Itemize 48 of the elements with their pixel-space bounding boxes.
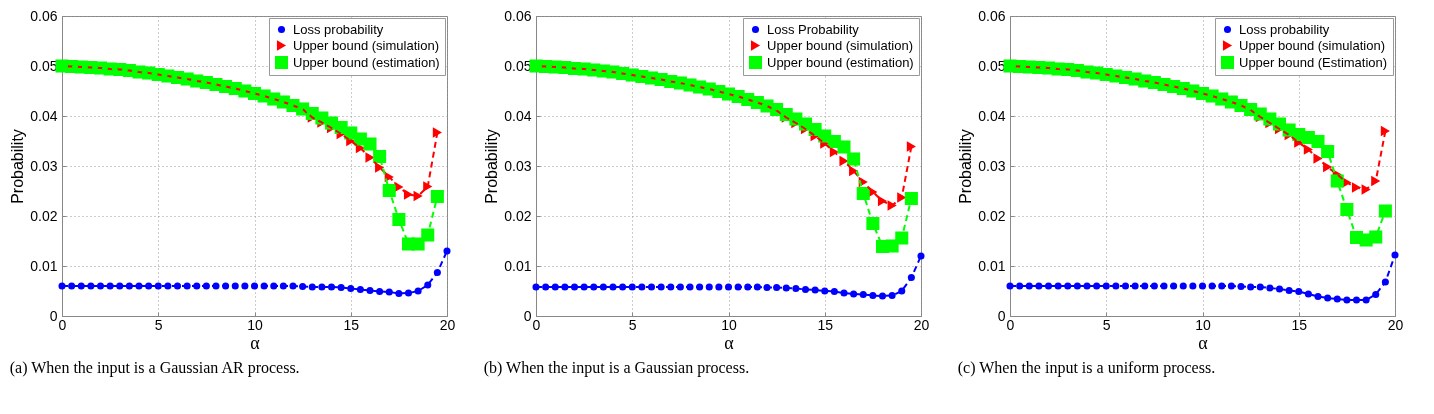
legend-label: Loss Probability <box>767 21 860 37</box>
legend-label: Loss probability <box>1239 21 1330 37</box>
y-axis-title: Probability <box>483 129 501 204</box>
legend-label: Upper bound (Estimation) <box>1239 54 1388 70</box>
x-tick-label: 15 <box>817 316 834 333</box>
legend-label: Upper bound (simulation) <box>1239 37 1385 53</box>
y-axis-title: Probability <box>9 129 27 204</box>
y-tick-label: 0.01 <box>978 257 1006 274</box>
x-axis-title: α <box>1198 332 1209 353</box>
x-axis-title: α <box>724 332 735 353</box>
legend-label: Upper bound (estimation) <box>293 54 440 70</box>
y-axis-title: Probability <box>957 129 975 204</box>
y-tick-label: 0.05 <box>30 57 58 74</box>
x-tick-label: 5 <box>154 316 163 333</box>
y-tick-label: 0.05 <box>978 57 1006 74</box>
y-tick-label: 0.01 <box>504 257 532 274</box>
text: (a) When the input is a Gaussian AR process. <box>9 359 300 377</box>
x-tick-label: 20 <box>1387 316 1404 333</box>
y-tick-label: 0.06 <box>30 7 58 24</box>
x-tick-label: 10 <box>247 316 263 333</box>
y-tick-label: 0.02 <box>978 207 1006 224</box>
x-tick-label: 5 <box>1102 316 1111 333</box>
y-tick-label: 0.04 <box>504 107 532 124</box>
y-tick-label: 0.03 <box>30 157 58 174</box>
x-tick-label: 20 <box>913 316 930 333</box>
legend-label: Upper bound (simulation) <box>767 37 913 53</box>
y-tick-label: 0.06 <box>504 7 532 24</box>
legend-label: Upper bound (estimation) <box>767 54 914 70</box>
x-tick-label: 5 <box>628 316 637 333</box>
x-tick-label: 10 <box>1195 316 1211 333</box>
y-tick-label: 0.04 <box>30 107 58 124</box>
y-tick-label: 0.03 <box>504 157 532 174</box>
x-tick-label: 15 <box>1291 316 1308 333</box>
y-tick-label: 0.04 <box>978 107 1006 124</box>
x-tick-label: 10 <box>721 316 737 333</box>
y-tick-label: 0.05 <box>504 57 532 74</box>
legend-label: Loss probability <box>293 21 384 37</box>
text: (c) When the input is a uniform process. <box>957 359 1216 377</box>
y-tick-label: 0.06 <box>978 7 1006 24</box>
y-tick-label: 0.01 <box>30 257 58 274</box>
x-axis-title: α <box>250 332 261 353</box>
x-tick-label: 20 <box>439 316 456 333</box>
y-tick-label: 0.02 <box>30 207 58 224</box>
text: (b) When the input is a Gaussian process. <box>483 359 750 377</box>
legend-label: Upper bound (simulation) <box>293 37 439 53</box>
x-tick-label: 15 <box>343 316 360 333</box>
y-tick-label: 0.03 <box>978 157 1006 174</box>
y-tick-label: 0.02 <box>504 207 532 224</box>
